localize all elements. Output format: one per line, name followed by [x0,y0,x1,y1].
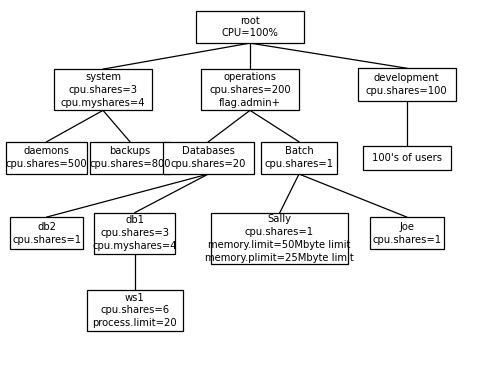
Text: Databases
cpu.shares=20: Databases cpu.shares=20 [170,146,246,169]
Text: daemons
cpu.shares=500: daemons cpu.shares=500 [6,146,87,169]
FancyBboxPatch shape [196,11,304,43]
Text: development
cpu.shares=100: development cpu.shares=100 [366,73,448,96]
Text: root
CPU=100%: root CPU=100% [222,16,278,38]
FancyBboxPatch shape [358,68,456,101]
FancyBboxPatch shape [211,213,348,264]
Text: system
cpu.shares=3
cpu.myshares=4: system cpu.shares=3 cpu.myshares=4 [61,72,145,108]
FancyBboxPatch shape [90,142,170,174]
FancyBboxPatch shape [163,142,254,174]
Text: db1
cpu.shares=3
cpu.myshares=4: db1 cpu.shares=3 cpu.myshares=4 [92,216,177,251]
FancyBboxPatch shape [201,69,299,111]
FancyBboxPatch shape [261,142,337,174]
Text: Joe
cpu.shares=1: Joe cpu.shares=1 [372,222,442,244]
FancyBboxPatch shape [10,217,84,249]
Text: Batch
cpu.shares=1: Batch cpu.shares=1 [264,146,334,169]
FancyBboxPatch shape [6,142,87,174]
Text: backups
cpu.shares=800: backups cpu.shares=800 [89,146,170,169]
Text: operations
cpu.shares=200
flag.admin+: operations cpu.shares=200 flag.admin+ [209,72,291,108]
FancyBboxPatch shape [370,217,444,249]
Text: ws1
cpu.shares=6
process.limit=20: ws1 cpu.shares=6 process.limit=20 [92,292,177,328]
FancyBboxPatch shape [94,213,176,254]
Text: db2
cpu.shares=1: db2 cpu.shares=1 [12,222,81,244]
FancyBboxPatch shape [54,69,152,111]
FancyBboxPatch shape [362,146,451,169]
FancyBboxPatch shape [87,290,182,331]
Text: Sally
cpu.shares=1
memory.limit=50Mbyte limit
memory.plimit=25Mbyte limit: Sally cpu.shares=1 memory.limit=50Mbyte … [205,214,354,263]
Text: 100's of users: 100's of users [372,153,442,163]
